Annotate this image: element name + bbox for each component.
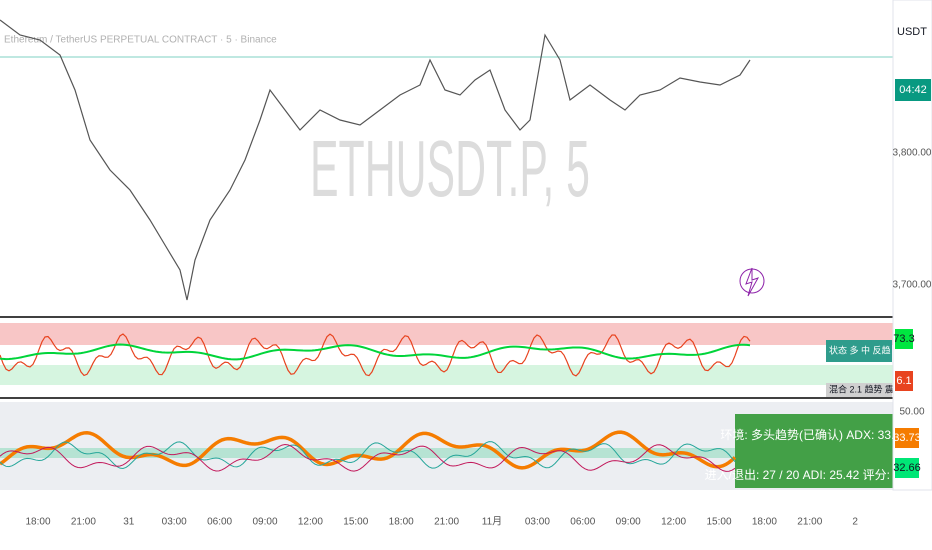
oversold-band [0,365,893,385]
time-label: 18:00 [25,517,50,528]
symbol-line: Ethereum / TetherUS PERPETUAL CONTRACT ·… [4,35,277,46]
adx-line [0,430,737,470]
info-box [735,414,893,488]
time-label: 15:00 [343,517,368,528]
countdown-tag [895,79,931,101]
time-label: 31 [123,517,135,528]
value-label: 32.66 [893,462,921,474]
time-label: 21:00 [434,517,459,528]
watermark: ETHUSDT.P, 5 [310,124,590,213]
overbought-band [0,323,893,345]
time-label: 21:00 [71,517,96,528]
di-minus [0,444,736,472]
time-label: 12:00 [298,517,323,528]
price-series [0,19,751,301]
time-label: 15:00 [706,517,731,528]
alert-icon [739,268,765,294]
time-label: 09:00 [616,517,641,528]
time-label: 11月 [482,516,502,528]
countdown: 04:42 [899,84,927,96]
lightning-icon [745,267,760,297]
info-line: 进入/退出: 27 / 20 ADI: 25.42 评分: 100.0 [705,468,924,482]
di-plus [0,441,736,469]
info-line: 环境: 多头趋势(已确认) ADX: 33.73 [720,427,908,442]
neutral-band [0,448,893,458]
oscillator-green [0,343,751,361]
time-label: 21:00 [797,517,822,528]
value-label: 73.3 [893,333,914,345]
time-label: 03:00 [162,517,187,528]
value-label: 33.73 [893,432,921,444]
time-label: 12:00 [661,517,686,528]
currency-label[interactable]: USDT [897,26,927,38]
status-text: 状态 多 中 反趋 波动性 [829,344,920,355]
value-tag [895,329,913,349]
time-label: 18:00 [389,517,414,528]
oscillator-red [0,333,751,377]
time-label: 06:00 [570,517,595,528]
time-label: 2 [852,517,858,528]
value-label: 6.1 [896,375,911,387]
status-text: 混合 2.1 趋势 震荡 [829,383,903,394]
value-tag [895,371,913,391]
price-tick-label: 3,800.00 [893,148,932,159]
axis-label: 50.00 [899,407,924,418]
value-tag [895,428,919,448]
time-label: 09:00 [252,517,277,528]
time-label: 03:00 [525,517,550,528]
price-tick-label: 3,700.00 [893,280,932,291]
time-label: 06:00 [207,517,232,528]
value-tag [895,458,919,478]
status-table-row2 [826,383,892,397]
time-label: 18:00 [752,517,777,528]
status-table-row1 [826,340,892,362]
